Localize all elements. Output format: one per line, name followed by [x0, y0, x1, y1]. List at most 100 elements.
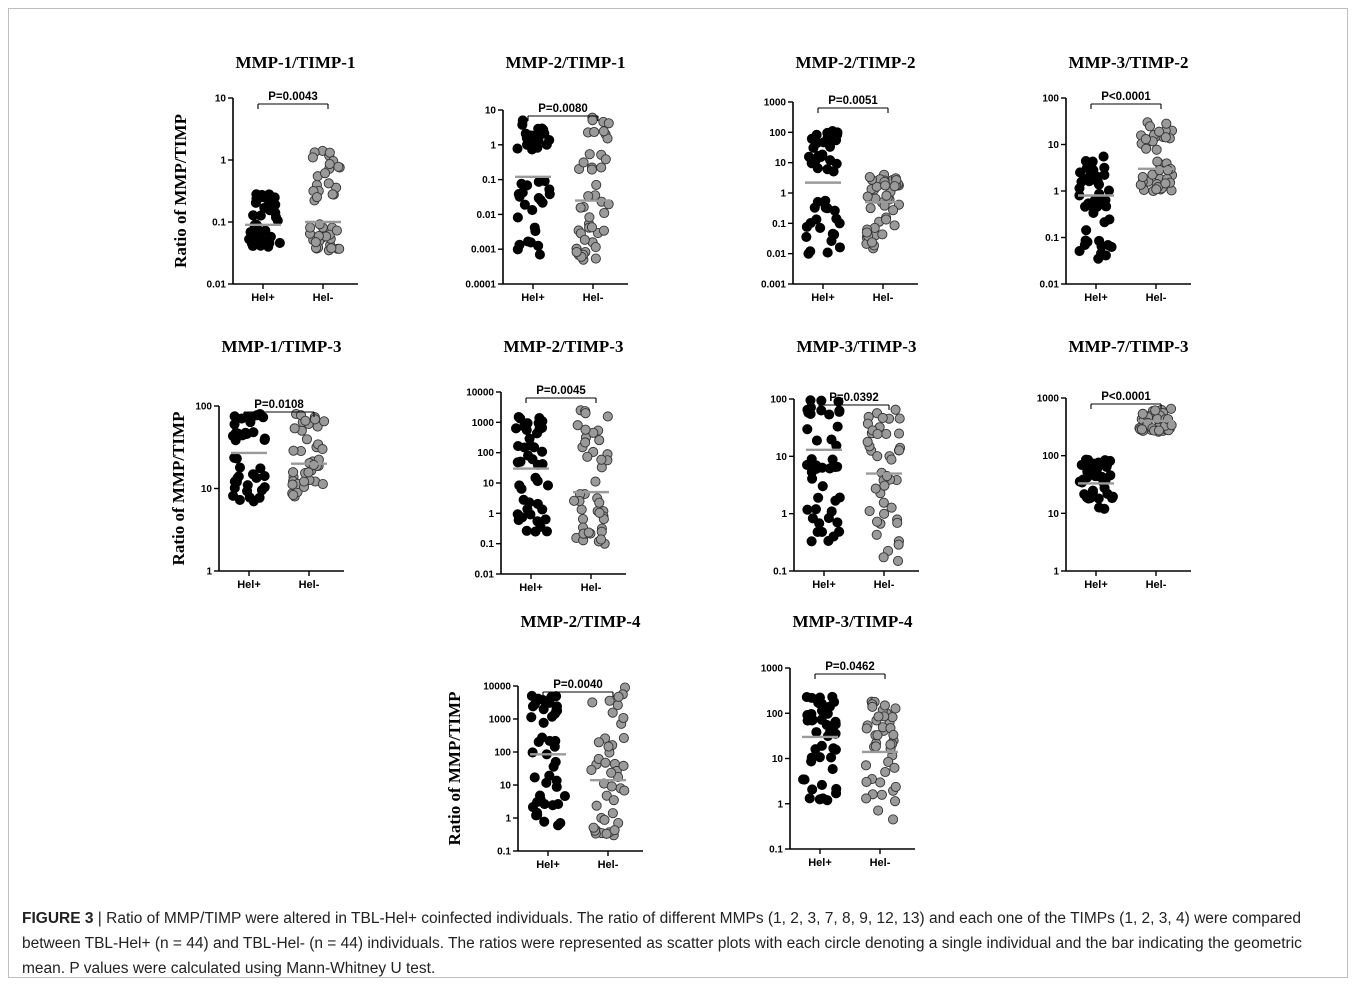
x-category-label: Hel- — [870, 857, 891, 869]
data-point — [881, 428, 892, 439]
data-point — [529, 222, 540, 233]
data-point — [827, 764, 838, 775]
data-point — [813, 150, 824, 162]
pvalue-label: P=0.0108 — [254, 399, 304, 411]
data-point — [861, 776, 872, 787]
data-point — [813, 492, 824, 503]
data-point — [876, 789, 887, 800]
x-category-label: Hel- — [1146, 579, 1167, 591]
y-tick-label: 10 — [215, 94, 227, 105]
data-point — [890, 781, 901, 792]
data-point — [870, 483, 881, 494]
data-point — [827, 454, 838, 465]
data-point — [539, 816, 550, 827]
data-point — [862, 436, 873, 447]
data-point — [539, 799, 550, 810]
data-point — [600, 154, 611, 165]
data-point — [832, 129, 843, 140]
y-tick-label: 0.1 — [497, 847, 511, 858]
data-point — [832, 421, 843, 432]
data-point — [289, 423, 300, 434]
data-point — [538, 717, 549, 728]
data-point — [580, 424, 591, 435]
figure-frame — [8, 8, 1348, 978]
x-category-label: Hel- — [874, 579, 895, 591]
data-point — [889, 796, 901, 807]
data-point — [872, 428, 883, 440]
data-point — [885, 739, 896, 750]
x-category-label: Hel- — [583, 292, 604, 304]
data-point — [517, 512, 528, 523]
x-category-label: Hel- — [1146, 292, 1167, 304]
data-point — [589, 126, 600, 138]
y-tick-label: 10 — [500, 781, 512, 792]
data-point — [298, 476, 310, 487]
data-point — [516, 178, 527, 189]
data-point — [575, 202, 586, 213]
data-point — [887, 712, 898, 723]
data-point — [572, 420, 583, 431]
data-point — [812, 163, 823, 174]
data-point — [802, 504, 813, 515]
data-point — [879, 508, 890, 519]
data-point — [814, 794, 825, 805]
pvalue-label: P=0.0392 — [829, 392, 879, 404]
data-point — [1087, 164, 1098, 175]
caption-text: Ratio of MMP/TIMP were altered in TBL-He… — [22, 910, 1302, 977]
data-point — [569, 495, 580, 506]
data-point — [264, 238, 275, 249]
data-point — [1166, 403, 1177, 414]
data-point — [526, 712, 537, 723]
data-point — [591, 179, 602, 190]
data-point — [1136, 424, 1148, 435]
data-point — [887, 814, 899, 825]
data-point — [584, 212, 595, 223]
data-point — [234, 494, 245, 505]
data-point — [578, 157, 589, 168]
data-point — [871, 516, 883, 527]
data-point — [878, 497, 889, 508]
data-point — [805, 218, 816, 229]
data-point — [531, 810, 542, 821]
x-category-label: Hel- — [873, 292, 894, 304]
y-tick-label: 0.001 — [761, 280, 786, 291]
data-point — [264, 198, 275, 209]
data-point — [512, 457, 523, 468]
data-point — [1079, 489, 1090, 500]
data-point — [821, 719, 832, 731]
data-point — [244, 492, 255, 503]
data-point — [875, 777, 886, 788]
data-point — [229, 411, 240, 422]
data-point — [576, 504, 587, 515]
y-tick-label: 0.0001 — [465, 280, 496, 291]
data-point — [311, 192, 323, 203]
panel-mmp-2-timp-3: MMP-2/TIMP-3 10000 1000 100 10 1 0.1 0.01 Hel+ He… — [466, 337, 626, 594]
data-point — [1103, 185, 1115, 196]
data-point — [319, 168, 331, 179]
data-point — [893, 428, 905, 439]
data-point — [889, 181, 900, 192]
panel-title: MMP-2/TIMP-1 — [506, 53, 626, 72]
data-point — [1081, 225, 1092, 236]
y-tick-label: 0.01 — [475, 570, 495, 581]
data-point — [600, 757, 611, 768]
data-point — [1083, 461, 1094, 472]
y-tick-label: 10 — [1048, 140, 1060, 151]
x-category-label: Hel+ — [251, 292, 275, 304]
data-point — [609, 825, 620, 836]
data-point — [886, 454, 897, 465]
data-point — [865, 203, 876, 214]
data-point — [892, 517, 903, 528]
pvalue-label: P=0.0045 — [536, 385, 586, 397]
data-point — [889, 220, 900, 231]
data-point — [1154, 165, 1165, 176]
y-tick-label: 100 — [769, 128, 786, 139]
panel-title: MMP-7/TIMP-3 — [1069, 337, 1189, 356]
y-tick-label: 10 — [483, 479, 495, 490]
x-category-label: Hel+ — [237, 579, 261, 591]
data-point — [802, 709, 813, 721]
data-point — [1137, 408, 1148, 419]
data-point — [532, 476, 543, 487]
y-axis-label: Ratio of MMP/TIMP — [445, 692, 464, 846]
data-point — [527, 747, 538, 758]
